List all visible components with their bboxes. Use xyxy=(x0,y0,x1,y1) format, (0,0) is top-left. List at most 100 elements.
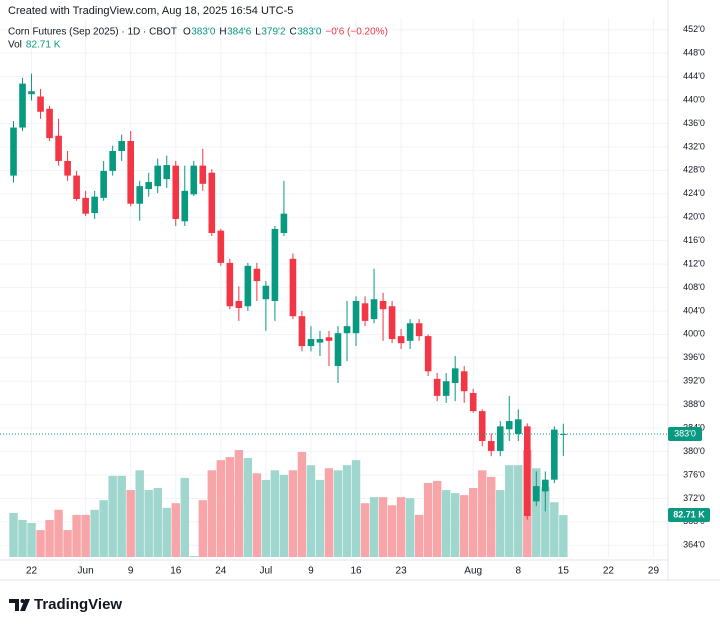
candle-body xyxy=(82,197,89,214)
candle-body xyxy=(560,433,567,435)
x-tick-label: 15 xyxy=(558,566,570,577)
candle-body xyxy=(217,230,225,263)
candle-body xyxy=(199,165,207,184)
candles xyxy=(0,73,668,520)
legend-key: C xyxy=(290,27,297,38)
candle-body xyxy=(325,337,333,341)
volume-label-box xyxy=(668,508,710,523)
volume-bar xyxy=(225,457,235,557)
x-tick-label: 9 xyxy=(308,566,314,577)
volume-bar xyxy=(108,475,117,557)
x-tick-label: 24 xyxy=(215,566,227,577)
candle-body xyxy=(379,300,387,310)
x-tick-label: Jul xyxy=(259,566,272,577)
volume-bar xyxy=(144,490,153,557)
legend-change: −0'6 (−0.20%) xyxy=(325,27,388,38)
legend-value: 383'0 xyxy=(191,27,216,38)
candle-body xyxy=(352,300,360,334)
candle-body xyxy=(37,96,44,112)
volume-bar xyxy=(423,482,433,557)
legend-key: H xyxy=(219,27,226,38)
volume-bar xyxy=(153,488,162,557)
candle-body xyxy=(208,172,216,234)
x-tick-label: 8 xyxy=(515,566,521,577)
price-label-box xyxy=(668,426,702,441)
y-tick-label: 440'0 xyxy=(683,94,705,104)
candle-body xyxy=(163,165,171,180)
legend-value: 383'0 xyxy=(297,27,322,38)
volume-bar xyxy=(207,470,217,557)
volume-bar xyxy=(9,512,18,557)
candle-body xyxy=(397,336,405,344)
volume-bar xyxy=(234,449,244,557)
y-tick-label: 452'0 xyxy=(683,24,705,34)
y-tick-label: 372'0 xyxy=(683,493,705,503)
logo-mark xyxy=(20,599,25,603)
y-tick-label: 432'0 xyxy=(683,141,705,151)
volume-bar xyxy=(369,497,379,557)
volume-bar xyxy=(189,555,198,557)
legend-value: 379'2 xyxy=(261,27,286,38)
candle-body xyxy=(136,186,143,204)
volume-pane xyxy=(9,449,568,557)
volume-bar xyxy=(315,479,325,557)
y-tick-label: 392'0 xyxy=(683,376,705,386)
candle-body xyxy=(514,419,522,434)
candle-body xyxy=(145,182,153,190)
candle-body xyxy=(551,429,558,480)
y-tick-label: 408'0 xyxy=(683,282,705,292)
x-tick-label: 22 xyxy=(26,566,38,577)
volume-bar xyxy=(243,458,253,557)
y-tick-label: 396'0 xyxy=(683,352,705,362)
candle-body xyxy=(343,326,351,334)
candle-body xyxy=(55,135,62,161)
volume-bar xyxy=(414,514,424,557)
candle-body xyxy=(271,228,279,301)
y-tick-label: 376'0 xyxy=(683,469,705,479)
logo-mark xyxy=(9,599,19,611)
candle-body xyxy=(505,421,513,430)
candle-body xyxy=(487,440,495,451)
x-tick-label: 29 xyxy=(648,566,660,577)
y-tick-label: 448'0 xyxy=(683,48,705,58)
candle-body xyxy=(451,368,459,383)
candle-body xyxy=(523,426,531,516)
legend-key: O xyxy=(183,27,191,38)
x-tick-label: 23 xyxy=(396,566,408,577)
candle-body xyxy=(533,486,540,502)
volume-bar xyxy=(180,477,189,557)
x-tick-label: Aug xyxy=(464,566,482,577)
x-tick-label: 22 xyxy=(603,566,615,577)
volume-bar xyxy=(63,530,72,557)
y-tick-label: 412'0 xyxy=(683,258,705,268)
volume-bar xyxy=(342,465,352,557)
candle-body xyxy=(100,170,107,198)
candle-body xyxy=(244,265,252,307)
price-label: 383'0 xyxy=(674,428,696,438)
volume-bar xyxy=(171,503,180,557)
volume-bar xyxy=(162,507,171,557)
volume-bar xyxy=(198,500,208,557)
volume-bar xyxy=(378,497,388,557)
candle-body xyxy=(46,108,53,139)
candle-body xyxy=(316,339,324,343)
candle-body xyxy=(388,306,396,340)
candle-body xyxy=(190,165,198,195)
volume-bar xyxy=(487,476,496,557)
volume-bar xyxy=(261,479,271,557)
candle-body xyxy=(433,378,441,396)
y-tick-label: 444'0 xyxy=(683,71,705,81)
volume-bar xyxy=(216,460,226,557)
candle-body xyxy=(406,323,414,341)
candle-body xyxy=(280,213,288,234)
volume-bar xyxy=(468,488,478,557)
candle-body xyxy=(226,262,234,307)
volume-bar xyxy=(450,493,460,557)
volume-bar xyxy=(36,530,45,557)
y-tick-label: 416'0 xyxy=(683,235,705,245)
candle-body xyxy=(127,141,134,204)
volume-bar xyxy=(559,515,568,557)
volume-bar xyxy=(99,500,108,557)
volume-bar xyxy=(360,503,370,557)
